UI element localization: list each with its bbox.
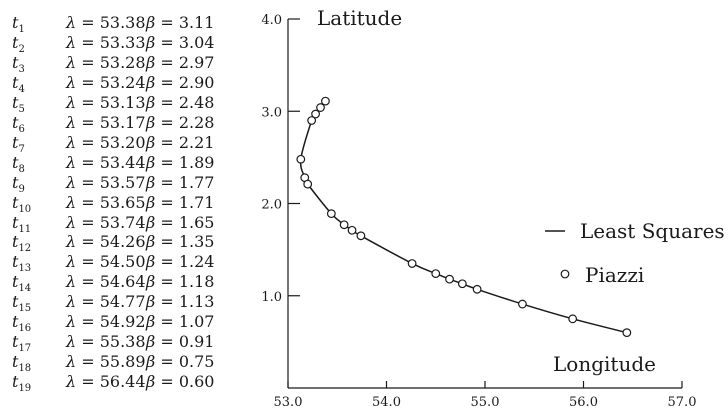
lambda-value: λ = 55.38: [66, 332, 146, 352]
x-axis-label: Longitude: [553, 352, 656, 376]
x-tick-label: 53.0: [274, 395, 303, 410]
y-axis-label: Latitude: [317, 6, 402, 30]
lambda-value: λ = 53.38: [66, 13, 146, 32]
beta-value: β = 3.11: [146, 13, 215, 32]
beta-value: β = 1.24: [146, 252, 215, 272]
lambda-value: λ = 54.26: [66, 232, 146, 252]
time-label: t17: [12, 332, 32, 355]
piazzi-point: [518, 299, 527, 309]
beta-value: β = 0.91: [146, 332, 215, 352]
piazzi-point: [347, 225, 357, 235]
lambda-value: λ = 53.20: [66, 132, 146, 152]
beta-value: β = 3.04: [146, 32, 215, 52]
time-label: t14: [12, 272, 32, 295]
time-label: t19: [12, 372, 32, 395]
piazzi-point: [472, 284, 482, 294]
lambda-value: λ = 54.77: [66, 292, 146, 312]
piazzi-point: [303, 179, 313, 189]
lambda-value: λ = 55.89: [66, 352, 146, 372]
lambda-value: λ = 54.50: [66, 252, 146, 272]
time-label: t7: [12, 132, 25, 155]
time-label: t5: [12, 92, 25, 115]
x-tick-label: 56.0: [569, 395, 598, 410]
time-label: t15: [12, 292, 32, 315]
beta-value: β = 1.13: [146, 292, 215, 312]
piazzi-point: [321, 96, 330, 106]
beta-value: β = 2.48: [146, 92, 215, 112]
legend-label-piazzi: Piazzi: [585, 263, 644, 287]
time-label: t11: [12, 212, 32, 235]
lambda-value: λ = 53.28: [66, 52, 146, 72]
legend-label-least-squares: Least Squares: [580, 219, 725, 243]
time-label: t6: [12, 112, 25, 135]
time-label: t12: [12, 232, 32, 255]
x-tick-label: 57.0: [668, 395, 697, 410]
lambda-value: λ = 56.44: [66, 372, 146, 392]
time-label: t9: [12, 172, 25, 195]
lambda-value: λ = 53.13: [66, 92, 146, 112]
time-label: t1: [12, 13, 25, 36]
beta-value: β = 2.28: [146, 112, 215, 132]
chart-legend: Least Squares Piazzi: [545, 219, 725, 287]
time-label: t8: [12, 152, 25, 175]
lambda-value: λ = 53.24: [66, 72, 146, 92]
beta-value: β = 2.90: [146, 72, 215, 92]
least-squares-curve: [299, 100, 628, 334]
lambda-value: λ = 54.92: [66, 312, 146, 332]
x-tick-label: 55.0: [471, 395, 500, 410]
piazzi-point: [356, 231, 366, 241]
piazzi-point: [622, 328, 632, 338]
time-label: t18: [12, 352, 32, 375]
lambda-value: λ = 53.44: [66, 152, 146, 172]
lambda-value: λ = 53.74: [66, 212, 146, 232]
time-label: t2: [12, 32, 25, 56]
piazzi-point: [326, 209, 336, 219]
piazzi-point: [568, 314, 578, 324]
time-label: t16: [12, 312, 32, 335]
legend-circle-swatch: [560, 269, 570, 279]
beta-value: β = 1.35: [146, 232, 215, 252]
piazzi-point: [311, 109, 320, 119]
beta-value: β = 2.21: [146, 132, 215, 152]
least-squares-line: [299, 100, 628, 334]
y-tick-label: 2.0: [261, 198, 282, 213]
beta-value: β = 1.71: [146, 192, 215, 212]
lambda-value: λ = 53.65: [66, 192, 146, 212]
beta-value: β = 0.60: [146, 372, 215, 392]
y-tick-label: 4.0: [261, 13, 282, 28]
time-label: t10: [12, 192, 32, 215]
beta-value: β = 1.07: [146, 312, 215, 332]
beta-value: β = 1.65: [146, 212, 215, 232]
piazzi-point: [339, 220, 349, 230]
piazzi-point: [431, 269, 441, 279]
piazzi-point: [316, 103, 325, 112]
y-tick-label: 1.0: [261, 290, 282, 305]
lambda-value: λ = 53.57: [66, 172, 146, 192]
lambda-value: λ = 54.64: [66, 272, 146, 292]
piazzi-points: [296, 96, 632, 338]
time-label: t13: [12, 252, 32, 275]
time-label: t3: [12, 52, 25, 76]
y-tick-label: 3.0: [261, 105, 282, 120]
piazzi-point: [457, 279, 467, 289]
lambda-value: λ = 53.33: [66, 32, 146, 52]
beta-value: β = 1.77: [146, 172, 215, 192]
time-label: t4: [12, 72, 25, 96]
piazzi-point: [296, 154, 306, 164]
beta-value: β = 0.75: [146, 352, 215, 372]
lambda-value: λ = 53.17: [66, 112, 146, 132]
x-tick-label: 54.0: [372, 395, 401, 410]
beta-value: β = 2.97: [146, 52, 215, 72]
piazzi-point: [307, 116, 317, 125]
piazzi-point: [445, 274, 454, 284]
chart-axes: 53.0 54.0 55.0 56.0 57.0 1.0 2.0 3.0 4.0: [261, 13, 696, 410]
piazzi-point: [407, 259, 417, 268]
beta-value: β = 1.18: [146, 272, 215, 292]
beta-value: β = 1.89: [146, 152, 215, 172]
